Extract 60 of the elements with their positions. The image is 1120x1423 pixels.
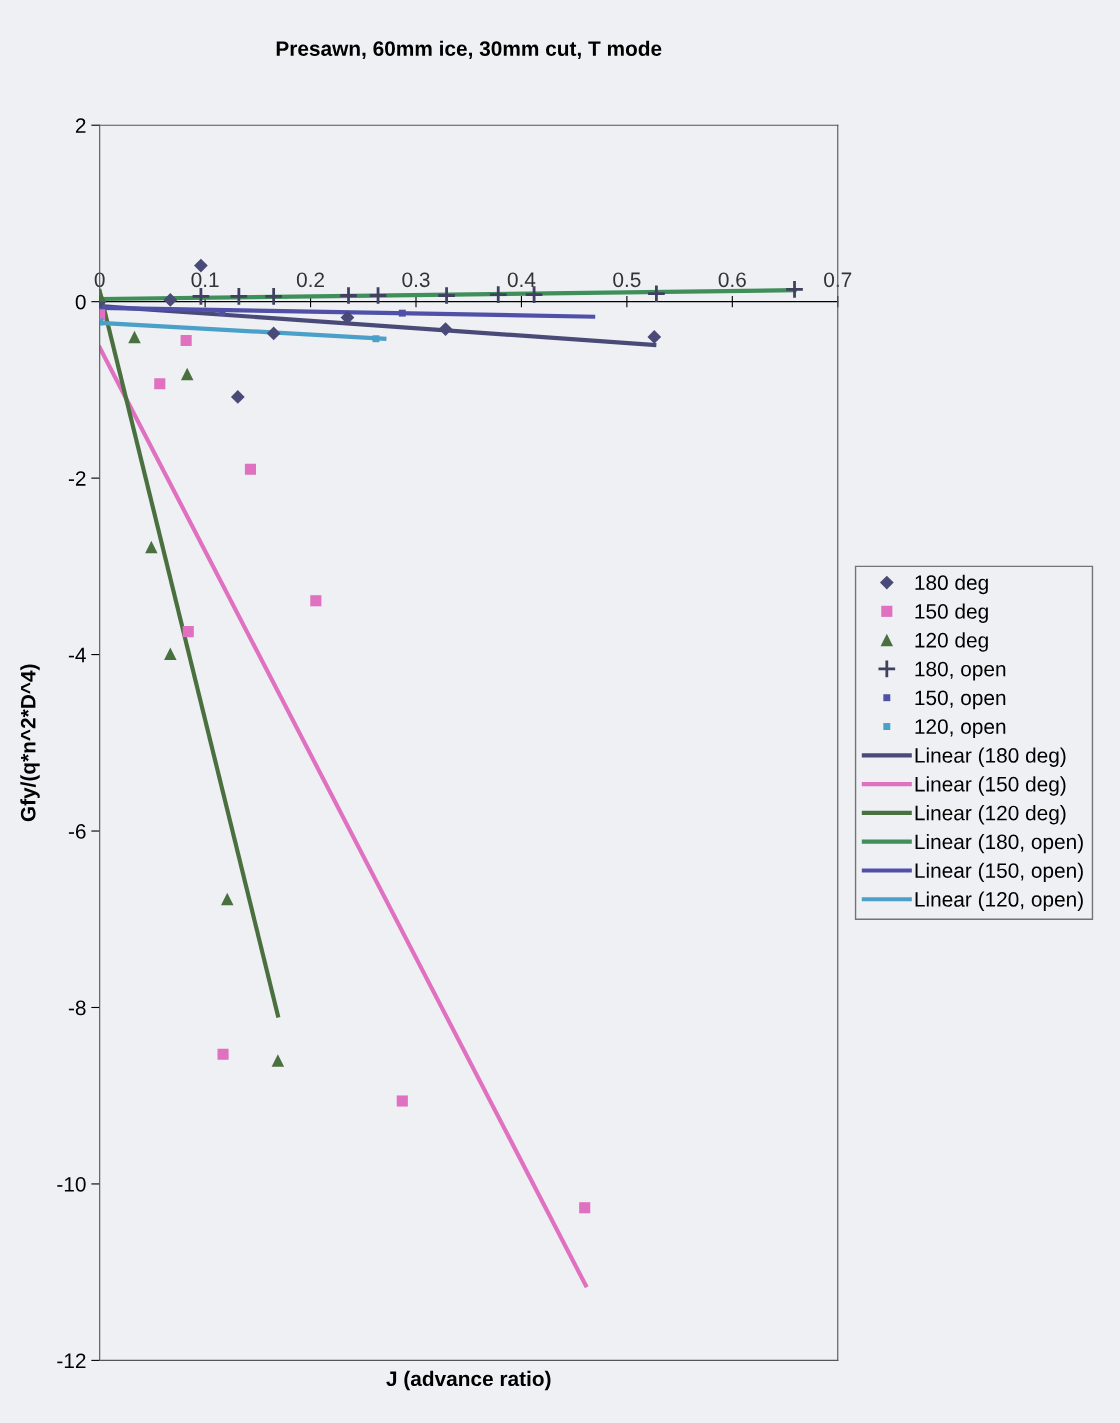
legend-label: 120, open <box>915 719 1006 739</box>
point <box>180 334 192 347</box>
point <box>368 285 388 306</box>
point <box>154 378 166 390</box>
point <box>263 286 284 307</box>
x-tick-label: 0.1 <box>191 272 219 288</box>
y-tick-label: -12 <box>57 1353 86 1368</box>
point <box>436 285 457 306</box>
y-tick-label: 2 <box>75 118 86 133</box>
y-axis-title: Gfy/(q*n^2*D^4) <box>20 664 40 822</box>
x-tick-label: 0.4 <box>507 272 536 288</box>
point <box>398 309 406 317</box>
y-tick-label: -10 <box>57 1176 86 1192</box>
point <box>310 595 322 607</box>
y-tick-label: -4 <box>68 647 86 663</box>
x-axis-title: J (advance ratio) <box>386 1370 551 1391</box>
x-tick-label: 0.6 <box>718 272 746 288</box>
point <box>244 463 257 475</box>
point <box>194 258 208 273</box>
legend-label: 150, open <box>915 690 1006 710</box>
point <box>372 335 380 343</box>
point <box>266 326 281 341</box>
point <box>271 1054 285 1067</box>
legend-label: Linear (150, open) <box>915 862 1083 883</box>
point <box>579 1202 591 1214</box>
point <box>396 1095 408 1107</box>
point <box>217 1048 229 1060</box>
point <box>230 390 245 404</box>
point <box>191 286 211 307</box>
point <box>647 330 662 344</box>
x-tick-label: 0.3 <box>402 272 430 288</box>
legend-label: Linear (120 deg) <box>915 805 1066 825</box>
point <box>438 322 453 336</box>
y-tick-label: -8 <box>68 1000 86 1016</box>
point <box>163 293 178 307</box>
legend-label: 120 deg <box>915 632 988 652</box>
y-tick-label: -6 <box>68 824 86 839</box>
legend-label: 180 deg <box>915 574 988 595</box>
y-tick-label: -2 <box>68 471 86 486</box>
legend-label: Linear (150 deg) <box>915 776 1066 796</box>
point <box>784 279 805 300</box>
legend-label: Linear (180 deg) <box>915 747 1066 767</box>
legend-label: 150 deg <box>915 603 988 623</box>
point <box>229 286 249 307</box>
point <box>180 367 194 381</box>
point <box>164 647 177 660</box>
point <box>128 330 141 344</box>
x-tick-label: 0.5 <box>613 272 641 288</box>
legend-label: Linear (120, open) <box>915 891 1083 911</box>
point <box>646 284 667 304</box>
legend-label: Linear (180, open) <box>915 833 1083 854</box>
point <box>221 892 234 906</box>
legend-label: 180, open <box>915 661 1006 681</box>
x-tick-label: 0.2 <box>296 272 324 288</box>
y-tick-label: 0 <box>75 294 86 310</box>
point <box>182 626 194 638</box>
chart-title: Presawn, 60mm ice, 30mm cut, T mode <box>276 40 662 60</box>
point <box>338 285 359 306</box>
point <box>145 540 158 554</box>
point <box>488 284 508 305</box>
